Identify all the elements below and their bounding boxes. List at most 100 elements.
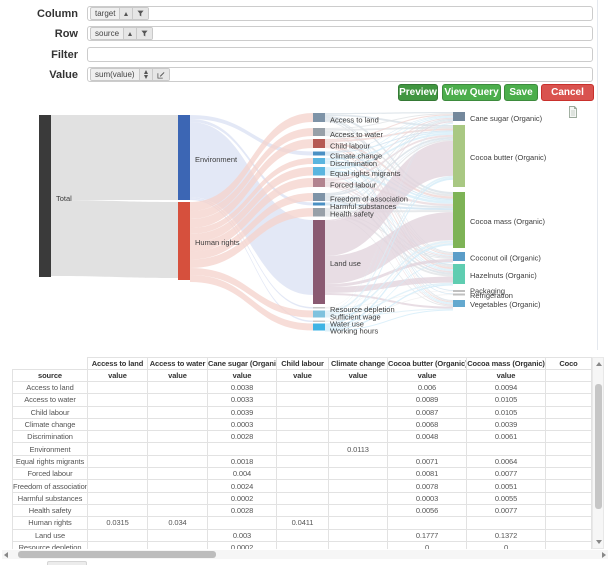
sankey-link xyxy=(325,242,453,322)
sort-updown-icon[interactable] xyxy=(138,69,152,80)
sankey-node[interactable] xyxy=(313,202,325,206)
sankey-link xyxy=(325,139,453,211)
sankey-node[interactable] xyxy=(453,112,465,121)
table-row-label: Harmful substances xyxy=(12,491,88,505)
filter-funnel-icon[interactable] xyxy=(136,28,153,39)
sankey-node[interactable] xyxy=(313,310,325,318)
sankey-node[interactable] xyxy=(313,113,325,122)
sankey-link xyxy=(325,120,453,209)
table-cell xyxy=(147,430,208,444)
table-row: Harmful substances 0.0002 0.0003 0.0055 xyxy=(12,491,592,505)
table-column-header: Access to land xyxy=(87,357,148,370)
table-source-header: source xyxy=(12,369,88,382)
sankey-link xyxy=(325,132,453,170)
table-cell xyxy=(545,540,592,549)
table-value-subheader: value xyxy=(207,369,277,382)
sankey-node[interactable] xyxy=(313,167,325,176)
sort-caret-icon[interactable] xyxy=(123,28,137,39)
sankey-node[interactable] xyxy=(313,158,325,164)
sankey-node[interactable] xyxy=(313,320,325,323)
sankey-node[interactable] xyxy=(453,252,465,261)
sankey-node-label: Child labour xyxy=(330,141,371,150)
table-row: Forced labour 0.004 0.0081 0.0077 xyxy=(12,467,592,481)
table-vertical-scrollbar[interactable] xyxy=(592,357,604,549)
table-cell: 0.1372 xyxy=(466,528,546,542)
sankey-node[interactable] xyxy=(313,193,325,201)
table-cell xyxy=(276,430,329,444)
table-cell xyxy=(87,467,148,481)
table-row-label: Equal rights migrants xyxy=(12,454,88,469)
sankey-link xyxy=(325,212,453,284)
sankey-node-label: Water use xyxy=(330,319,364,328)
sankey-node[interactable] xyxy=(313,208,325,217)
sankey-node[interactable] xyxy=(453,293,465,296)
table-cell xyxy=(276,479,329,493)
sankey-link xyxy=(190,115,313,156)
sankey-link xyxy=(325,116,453,195)
sort-caret-icon[interactable] xyxy=(119,8,133,19)
sankey-node[interactable] xyxy=(453,300,465,307)
sankey-node[interactable] xyxy=(178,202,190,280)
table-cell xyxy=(87,454,148,469)
sankey-node[interactable] xyxy=(313,307,325,309)
sankey-node-label: Equal rights migrants xyxy=(330,169,401,178)
table-cell xyxy=(276,380,329,395)
table-cell xyxy=(87,479,148,493)
value-pill[interactable]: sum(value) xyxy=(90,68,170,81)
save-button[interactable]: Save xyxy=(504,84,538,101)
row-pill[interactable]: source xyxy=(90,27,154,40)
sankey-node[interactable] xyxy=(453,192,465,248)
filter-input[interactable] xyxy=(87,47,593,62)
sankey-node[interactable] xyxy=(313,139,325,148)
sankey-link xyxy=(190,197,313,309)
table-cell: 0 xyxy=(387,540,467,549)
table-cell xyxy=(276,393,329,407)
column-pill[interactable]: target xyxy=(90,7,150,20)
sankey-link xyxy=(325,177,453,327)
sankey-link xyxy=(325,122,453,311)
table-horizontal-scrollbar[interactable] xyxy=(2,550,608,559)
table-row: Health safety 0.0028 0.0056 0.0077 xyxy=(12,503,592,518)
table-cell xyxy=(328,516,388,530)
scroll-right-icon[interactable] xyxy=(602,551,606,558)
cancel-button[interactable]: Cancel xyxy=(541,84,594,101)
scroll-up-icon[interactable] xyxy=(596,362,602,366)
sankey-node[interactable] xyxy=(313,178,325,187)
column-input[interactable]: target xyxy=(87,6,593,21)
sankey-node-label: Resource depletion xyxy=(330,305,395,314)
clipped-bottom-button[interactable] xyxy=(47,561,87,565)
vertical-scroll-thumb[interactable] xyxy=(595,384,602,509)
scroll-down-icon[interactable] xyxy=(596,540,602,544)
edit-icon[interactable] xyxy=(151,69,169,80)
sankey-node-label: Forced labour xyxy=(330,180,377,189)
table-cell xyxy=(87,540,148,549)
sankey-node[interactable] xyxy=(453,290,465,292)
scroll-left-icon[interactable] xyxy=(4,551,8,558)
row-pill-text: source xyxy=(95,29,120,38)
table-cell: 0.0078 xyxy=(387,479,467,493)
pivot-table: Access to land Access to water Cane sugar … xyxy=(12,357,592,549)
sankey-node[interactable] xyxy=(313,220,325,304)
sankey-node[interactable] xyxy=(313,128,325,136)
table-cell xyxy=(147,528,208,542)
filter-funnel-icon[interactable] xyxy=(132,8,149,19)
sankey-node[interactable] xyxy=(453,264,465,284)
export-document-icon[interactable] xyxy=(568,105,578,123)
table-row-label: Land use xyxy=(12,528,88,542)
sankey-node[interactable] xyxy=(313,323,325,331)
sankey-node[interactable] xyxy=(39,115,51,277)
table-cell xyxy=(87,442,148,456)
table-cell xyxy=(147,380,208,395)
preview-button[interactable]: Preview xyxy=(398,84,438,101)
view-query-button[interactable]: View Query xyxy=(442,84,501,101)
sankey-node[interactable] xyxy=(313,151,325,156)
value-input[interactable]: sum(value) xyxy=(87,67,593,82)
sankey-node[interactable] xyxy=(178,115,190,200)
horizontal-scroll-thumb[interactable] xyxy=(18,551,216,558)
row-input[interactable]: source xyxy=(87,26,593,41)
sankey-node[interactable] xyxy=(453,125,465,187)
table-column-header: Access to water xyxy=(147,357,208,370)
table-corner-cell xyxy=(12,357,88,370)
sankey-link xyxy=(190,158,313,234)
sankey-link xyxy=(325,115,453,159)
